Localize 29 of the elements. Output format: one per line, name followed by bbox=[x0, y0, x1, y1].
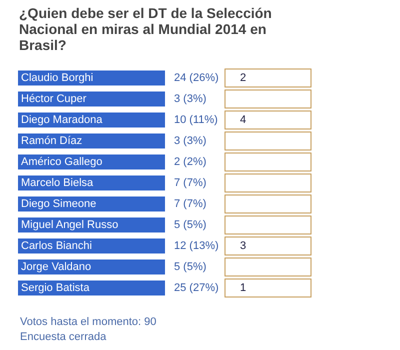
category-label: Claudio Borghi bbox=[21, 72, 94, 84]
category-label: Carlos Bianchi bbox=[21, 240, 92, 252]
text: 4 bbox=[240, 114, 246, 126]
data-label: 25 (27%) bbox=[174, 282, 219, 294]
category-label: Américo Gallego bbox=[21, 156, 102, 168]
category-label: Diego Maradona bbox=[21, 114, 104, 126]
data-label: 24 (26%) bbox=[174, 72, 219, 84]
data-label: 10 (11%) bbox=[174, 114, 218, 126]
data-label: 7 (7%) bbox=[174, 177, 206, 189]
category-label: Jorge Valdano bbox=[21, 261, 92, 273]
category-label: Diego Simeone bbox=[21, 198, 96, 210]
text: 1 bbox=[240, 282, 246, 294]
category-label: Ramón Díaz bbox=[21, 135, 82, 147]
category-label: Miguel Angel Russo bbox=[21, 219, 118, 231]
data-label: 3 (3%) bbox=[174, 93, 206, 105]
data-label: 2 (2%) bbox=[174, 156, 206, 168]
data-label: 5 (5%) bbox=[174, 219, 206, 231]
data-label: 7 (7%) bbox=[174, 198, 206, 210]
text: Encuesta cerrada bbox=[20, 331, 108, 343]
data-label: 3 (3%) bbox=[174, 135, 206, 147]
category-label: Marcelo Bielsa bbox=[21, 177, 94, 189]
data-label: 12 (13%) bbox=[174, 240, 219, 252]
text: Votos hasta el momento: 90 bbox=[20, 316, 156, 328]
category-label: Héctor Cuper bbox=[21, 93, 87, 105]
text: 3 bbox=[240, 240, 246, 252]
text: 2 bbox=[240, 72, 246, 84]
category-label: Sergio Batista bbox=[21, 282, 90, 294]
text: ¿Quien debe ser el DT de la Selección Nacional en miras al Mundial 2014 en Brasil? bbox=[19, 5, 272, 53]
data-label: 5 (5%) bbox=[174, 261, 206, 273]
